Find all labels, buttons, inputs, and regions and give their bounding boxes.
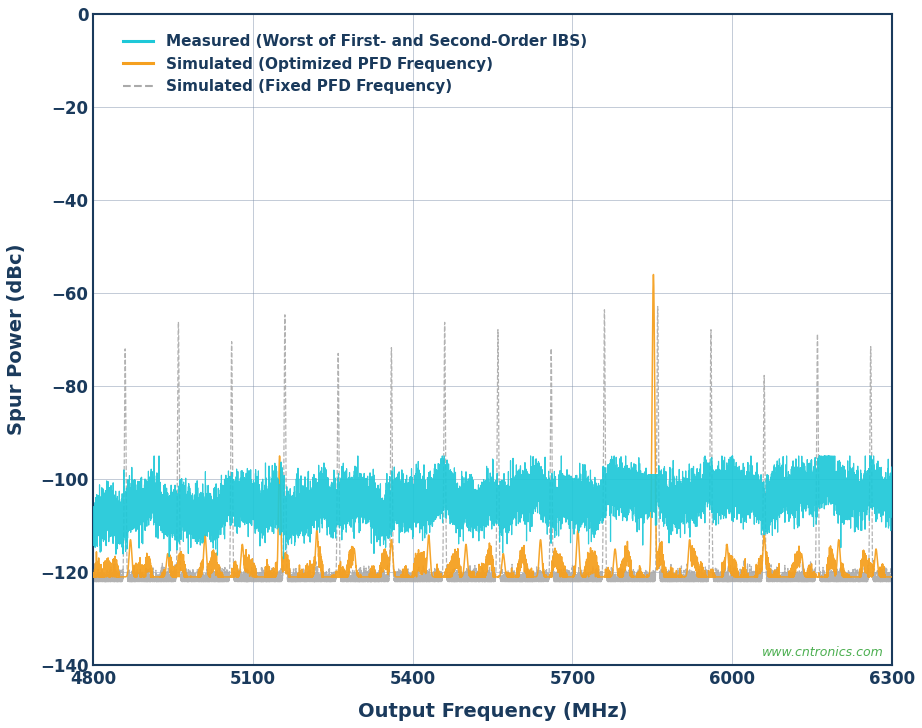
Y-axis label: Spur Power (dBc): Spur Power (dBc)	[7, 244, 26, 435]
Text: www.cntronics.com: www.cntronics.com	[762, 646, 884, 659]
Legend: Measured (Worst of First- and Second-Order IBS), Simulated (Optimized PFD Freque: Measured (Worst of First- and Second-Ord…	[117, 28, 593, 100]
X-axis label: Output Frequency (MHz): Output Frequency (MHz)	[358, 702, 627, 721]
